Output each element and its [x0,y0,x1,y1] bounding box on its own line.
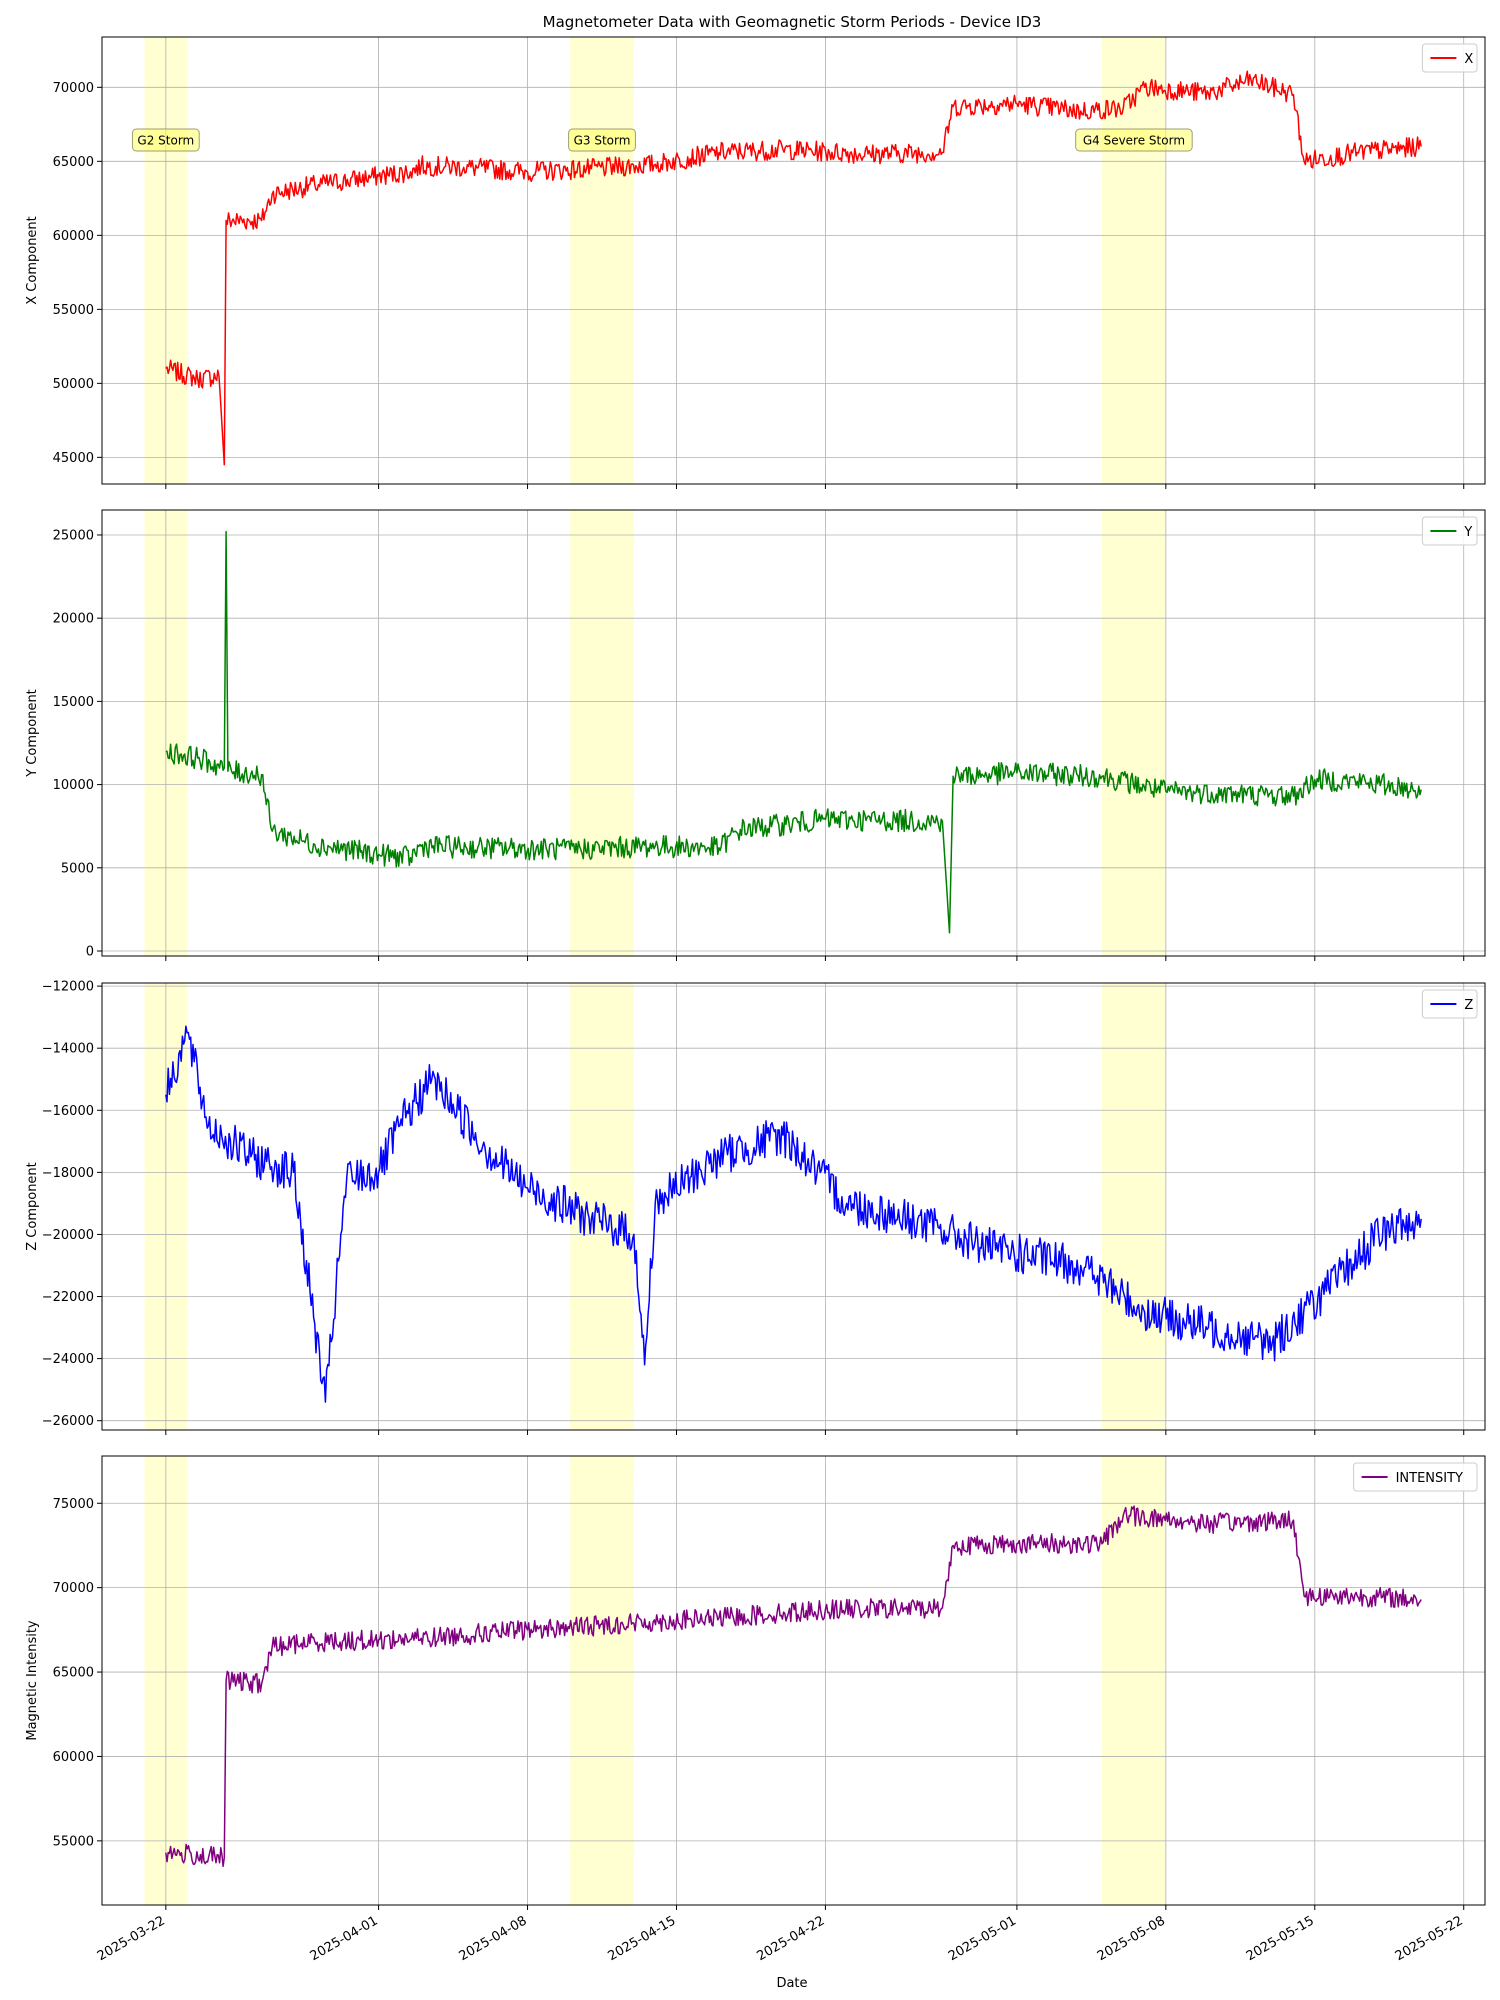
storm-annotation-box [1075,128,1193,152]
legend-box [1353,1462,1478,1492]
series-line-z [165,1025,1422,1403]
series-line-intensity [165,1505,1422,1868]
legend: INTENSITY [1353,1462,1478,1492]
storm-annotation-box [131,128,200,152]
storm-annotation: G3 Storm [568,128,636,152]
axes-frame [101,509,1486,957]
legend-label: X [1464,52,1473,67]
x-axis-label: Date [776,1976,807,1991]
y-tick-label: −12000 [42,980,94,995]
storm-band [570,37,634,484]
y-axis-label: Magnetic Intensity [25,1620,40,1741]
y-tick-label: −14000 [42,1042,94,1057]
axes-frame [101,36,1486,485]
y-axis-label: Z Component [25,1162,40,1251]
storm-band [570,983,634,1430]
y-tick-label: −16000 [42,1104,94,1119]
storm-band [570,1456,634,1905]
y-tick-label: −20000 [42,1228,94,1243]
storm-band [570,510,634,956]
y-tick-label: 60000 [53,1750,94,1765]
storm-annotation-label: G4 Severe Storm [1083,134,1185,148]
storm-annotation-box [568,128,636,152]
panel-y: 0 5000 10000 15000 20000 25000 Y Component Y [25,509,1486,961]
y-tick-label: 65000 [53,155,94,170]
series-line-x [165,70,1422,466]
legend-label: INTENSITY [1396,1471,1463,1486]
axes-frame [101,1455,1486,1906]
y-tick-label: 55000 [53,1834,94,1849]
series-line-y [165,530,1422,934]
y-tick-label: 45000 [53,451,94,466]
panel-x: 45000 50000 55000 60000 65000 70000 X Componen… [25,36,1486,489]
legend: X [1421,43,1478,73]
y-tick-label: 70000 [53,81,94,96]
y-tick-label: −18000 [42,1166,94,1181]
legend-label: Y [1463,525,1472,540]
figure-title: Magnetometer Data with Geomagnetic Storm… [543,13,1042,31]
y-tick-label: 25000 [53,528,94,543]
y-tick-label: 10000 [53,778,94,793]
legend: Z [1421,989,1478,1019]
y-axis-label: Y Component [25,689,40,778]
storm-band [1102,983,1166,1430]
y-tick-label: 0 [86,945,94,960]
legend-label: Z [1464,998,1473,1013]
y-tick-label: 20000 [53,612,94,627]
y-tick-label: 65000 [53,1666,94,1681]
legend: Y [1421,516,1478,546]
storm-annotation: G4 Severe Storm [1075,128,1193,152]
y-tick-label: 70000 [53,1581,94,1596]
panel-z: −12000 −14000 −16000 −18000 −20000 −22000 −240… [25,980,1486,1435]
y-tick-label: 15000 [53,695,94,710]
y-tick-label: −22000 [42,1290,94,1305]
y-tick-label: 5000 [61,861,94,876]
axes-frame [101,982,1486,1431]
y-tick-label: 55000 [53,303,94,318]
y-tick-label: −24000 [42,1352,94,1367]
storm-annotation-label: G2 Storm [137,134,194,148]
y-tick-label: −26000 [42,1414,94,1429]
storm-band [1102,510,1166,956]
y-axis-label: X Component [25,216,40,305]
y-tick-label: 50000 [53,377,94,392]
storm-annotation: G2 Storm [131,128,200,152]
y-tick-label: 75000 [53,1497,94,1512]
storm-annotation-label: G3 Storm [574,134,631,148]
y-tick-label: 60000 [53,229,94,244]
storm-band [1102,37,1166,484]
